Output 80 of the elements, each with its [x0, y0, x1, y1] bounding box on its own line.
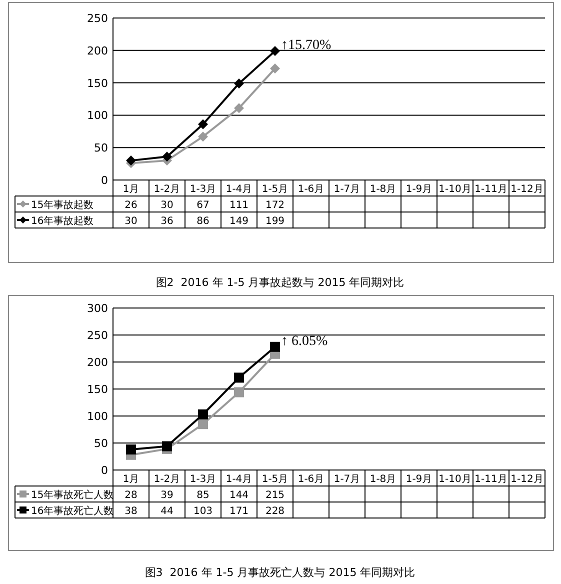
y-tick-label: 0 — [101, 464, 108, 477]
data-label: 199 — [265, 216, 285, 227]
point — [234, 387, 244, 398]
y-tick-label: 200 — [87, 44, 108, 58]
y-tick-label: 100 — [87, 109, 108, 122]
point — [198, 409, 208, 420]
legend-label: 16年事故起数 — [31, 215, 94, 227]
text: 图2 2016 年 1-5 月事故起数与 2015 年同期对比 — [156, 276, 404, 289]
point — [270, 46, 280, 56]
data-label: 30 — [160, 200, 174, 211]
data-label: 111 — [229, 200, 249, 211]
data-label: 228 — [265, 506, 285, 517]
point — [198, 419, 208, 430]
data-label: 30 — [124, 216, 138, 227]
x-tick-label: 1-5月 — [262, 184, 288, 195]
data-label: 39 — [160, 490, 174, 501]
x-tick-label: 1-7月 — [334, 474, 360, 485]
data-label: 86 — [196, 216, 210, 227]
y-tick-label: 200 — [87, 356, 108, 369]
x-tick-label: 1-9月 — [406, 474, 432, 485]
data-label: 28 — [124, 490, 138, 501]
data-label: 38 — [124, 506, 138, 517]
point — [162, 441, 172, 452]
y-tick-label: 0 — [101, 174, 108, 187]
annotation: ↑15.70% — [281, 38, 332, 54]
y-tick-label: 50 — [94, 437, 108, 450]
data-label: 44 — [160, 506, 174, 517]
point — [234, 78, 244, 88]
point — [234, 372, 244, 383]
x-tick-label: 1-3月 — [190, 184, 216, 195]
data-label: 26 — [124, 200, 138, 211]
data-label: 85 — [196, 490, 210, 501]
x-tick-label: 1-10月 — [438, 474, 472, 485]
data-label: 36 — [160, 216, 174, 227]
x-tick-label: 1-3月 — [190, 474, 216, 485]
x-tick-label: 1月 — [122, 474, 140, 485]
point — [126, 156, 136, 166]
y-tick-label: 50 — [94, 142, 108, 155]
x-tick-label: 1-7月 — [334, 184, 360, 195]
point — [270, 64, 280, 74]
y-tick-label: 150 — [87, 76, 108, 90]
legend-label: 16年事故死亡人数 — [31, 505, 114, 517]
x-tick-label: 1-11月 — [474, 184, 508, 195]
y-tick-label: 100 — [87, 410, 108, 423]
annotation: ↑ 6.05% — [281, 334, 328, 349]
data-label: 103 — [193, 506, 213, 517]
data-label: 149 — [229, 216, 249, 227]
point — [198, 119, 208, 130]
x-tick-label: 1-6月 — [298, 474, 324, 485]
legend-label: 15年事故死亡人数 — [31, 489, 114, 501]
x-tick-label: 1-2月 — [154, 184, 180, 195]
point — [126, 444, 136, 454]
y-tick-label: 250 — [87, 12, 108, 25]
x-tick-label: 1-8月 — [370, 474, 396, 485]
data-label: 67 — [196, 200, 210, 211]
x-tick-label: 1-6月 — [298, 184, 324, 195]
x-tick-label: 1-2月 — [154, 474, 180, 485]
text: 图3 2016 年 1-5 月事故死亡人数与 2015 年同期对比 — [144, 566, 416, 579]
data-label: 171 — [229, 506, 249, 517]
data-label: 215 — [265, 490, 285, 501]
x-tick-label: 1-10月 — [438, 184, 472, 195]
point — [162, 152, 172, 162]
point — [234, 103, 244, 114]
legend-label: 15年事故起数 — [31, 199, 94, 211]
x-tick-label: 1-8月 — [370, 184, 396, 195]
data-label: 144 — [229, 490, 249, 501]
point — [270, 342, 280, 352]
x-tick-label: 1-4月 — [226, 474, 252, 485]
x-tick-label: 1-12月 — [510, 474, 544, 485]
y-tick-label: 150 — [87, 383, 108, 396]
x-tick-label: 1月 — [122, 184, 140, 195]
x-tick-label: 1-12月 — [510, 184, 544, 195]
y-tick-label: 250 — [87, 329, 108, 342]
x-tick-label: 1-11月 — [474, 474, 508, 485]
data-label: 172 — [265, 200, 285, 211]
y-tick-label: 300 — [87, 302, 108, 315]
x-tick-label: 1-5月 — [262, 474, 288, 485]
x-tick-label: 1-4月 — [226, 184, 252, 195]
point — [198, 132, 208, 142]
x-tick-label: 1-9月 — [406, 184, 432, 195]
